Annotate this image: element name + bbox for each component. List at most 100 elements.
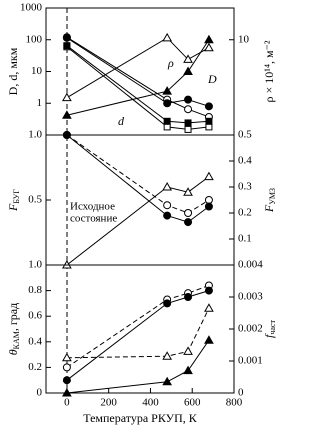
data-point <box>183 346 193 355</box>
axis-title: fчаст <box>262 320 277 338</box>
data-point <box>204 34 214 44</box>
y-tick-label: 0 <box>37 387 43 399</box>
data-point <box>163 99 172 108</box>
data-point <box>184 105 193 114</box>
axis-title-main: F <box>262 204 276 213</box>
data-point <box>163 211 172 220</box>
data-point <box>184 293 193 301</box>
y2-tick-label: 0.003 <box>238 291 263 303</box>
annotation: ρ <box>167 56 174 70</box>
data-point <box>204 102 213 111</box>
y-tick-label: 0.8 <box>28 284 42 296</box>
data-point <box>162 32 173 42</box>
data-point <box>183 54 193 63</box>
y2-tick-label: 0.3 <box>238 181 252 193</box>
y2-tick-label: 0.002 <box>238 323 263 335</box>
y-tick-label: 1 <box>37 97 43 109</box>
series-line <box>66 134 210 214</box>
data-point <box>183 66 193 75</box>
data-point <box>162 86 173 95</box>
data-point <box>204 196 213 204</box>
y2-tick-label: 0.5 <box>238 129 252 141</box>
x-tick-label: 400 <box>142 397 159 409</box>
x-tick-label: 0 <box>64 397 70 409</box>
series-line <box>66 307 210 359</box>
series-line <box>66 46 209 130</box>
y-tick-label: 0.6 <box>28 310 42 322</box>
y-tick-label: 100 <box>26 33 43 45</box>
data-point <box>184 125 192 133</box>
axis-title: FУМЗ <box>262 188 277 213</box>
data-point <box>183 365 193 375</box>
data-point <box>163 117 171 125</box>
y-tick-label: 1.0 <box>28 129 42 141</box>
axis-title-rest: , град <box>6 303 20 331</box>
axis-title-main: f <box>262 333 276 338</box>
data-point <box>162 181 173 191</box>
series-line <box>66 290 210 381</box>
data-point <box>204 335 214 344</box>
y-tick-label: 0.4 <box>28 335 42 347</box>
annotation: Исходное <box>70 201 115 213</box>
data-point <box>205 117 213 125</box>
data-point <box>204 171 214 181</box>
data-point <box>184 218 193 227</box>
data-point <box>162 351 173 360</box>
axis-title-main: F <box>6 203 20 212</box>
series-line <box>66 176 210 266</box>
y2-tick-label: 0.4 <box>238 155 252 167</box>
data-point <box>163 299 172 308</box>
axis-title-sub: част <box>268 320 277 335</box>
y-tick-label: 0.5 <box>28 194 42 206</box>
series-line <box>66 39 210 116</box>
axis-title: FБУГ <box>6 189 21 212</box>
y2-tick-label: 0 <box>238 387 244 399</box>
axis-title: ρ × 10¹⁴, м⁻² <box>262 40 276 102</box>
data-point <box>62 131 71 139</box>
data-point <box>62 33 71 42</box>
y-tick-label: 1000 <box>20 2 43 14</box>
annotation: состояние <box>70 213 117 225</box>
y-tick-label: 10 <box>31 65 43 77</box>
x-tick-label: 200 <box>100 397 117 409</box>
x-tick-label: 600 <box>184 397 201 409</box>
series-line <box>66 134 210 223</box>
axis-title-sub: КАМ <box>12 331 21 349</box>
annotation: D <box>207 72 217 86</box>
data-point <box>62 387 72 397</box>
series-line <box>66 37 210 107</box>
y-tick-label: 0.2 <box>28 361 42 373</box>
x-axis-title: Температура РКУП, К <box>83 411 198 425</box>
y-tick-label: 1.0 <box>28 259 42 271</box>
y2-tick-label: 0.004 <box>238 259 263 271</box>
data-point <box>62 92 72 102</box>
data-point <box>162 376 173 386</box>
data-point <box>62 352 72 362</box>
y2-tick-label: 10 <box>238 33 250 45</box>
data-point <box>163 201 172 210</box>
series-line <box>66 285 210 368</box>
y2-tick-label: 0.001 <box>238 355 263 367</box>
data-point <box>184 209 193 217</box>
data-point <box>204 303 214 312</box>
data-point <box>184 95 193 104</box>
data-point <box>184 119 192 127</box>
data-point <box>183 187 193 196</box>
data-point <box>62 110 72 119</box>
y2-tick-label: 0.2 <box>238 207 252 219</box>
series-line <box>66 45 209 124</box>
y2-tick-label: 0.1 <box>238 233 252 245</box>
data-point <box>204 202 213 211</box>
series-line <box>66 339 210 394</box>
chart: 1 10 100 1000 10 D, d, мкм ρ × 10¹⁴, м⁻² ρ Dd 0.5… <box>6 2 277 425</box>
axis-title-main: θ <box>6 349 20 355</box>
data-point <box>204 286 213 295</box>
series-line <box>66 37 210 99</box>
axis-title-sub: БУГ <box>12 189 21 204</box>
data-point <box>204 42 214 52</box>
data-point <box>63 42 71 50</box>
data-point <box>62 363 71 372</box>
x-tick-label: 800 <box>226 397 243 409</box>
annotation: d <box>118 114 125 128</box>
axis-title: θКАМ, град <box>6 303 21 356</box>
